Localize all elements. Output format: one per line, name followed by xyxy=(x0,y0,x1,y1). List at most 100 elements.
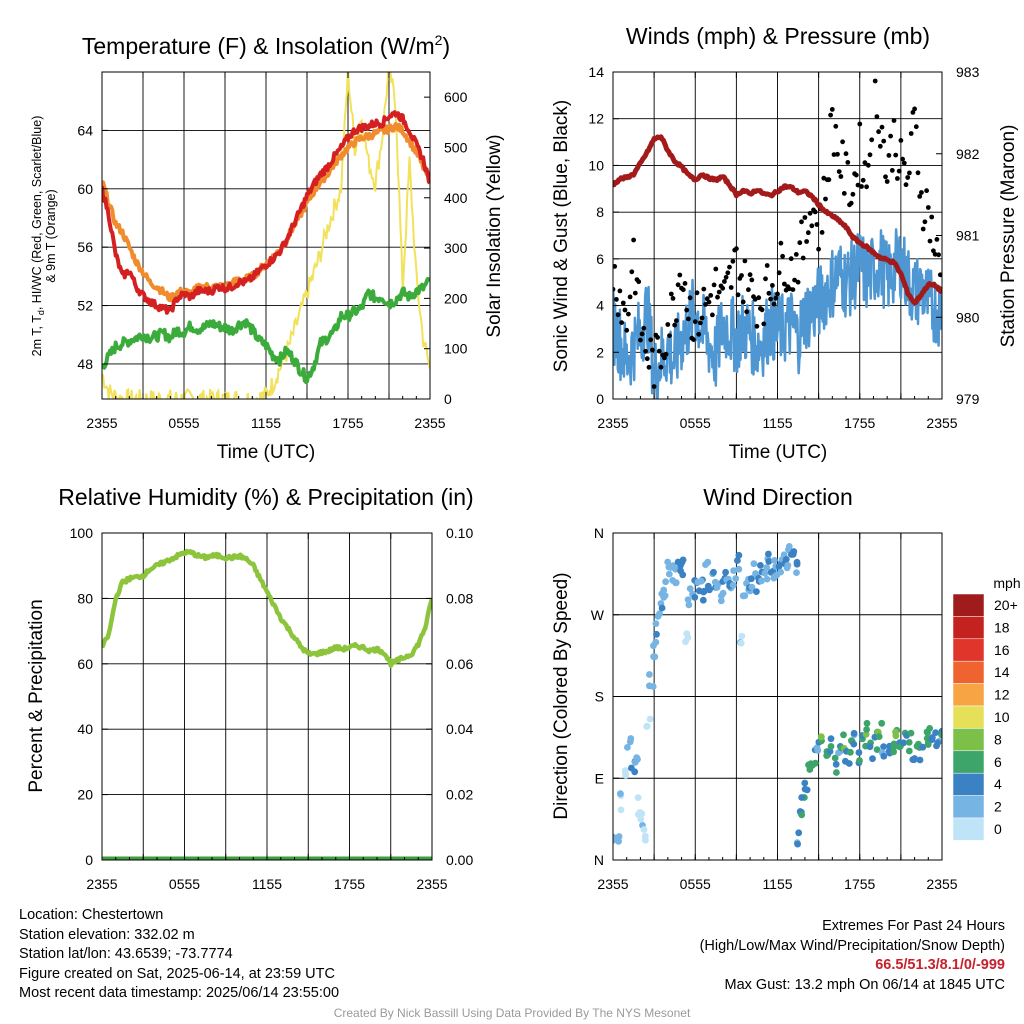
direction-point xyxy=(646,682,653,690)
legend-label: 10 xyxy=(994,709,1010,725)
gust-point xyxy=(703,302,708,307)
gust-point xyxy=(840,139,845,145)
y-tick-label: N xyxy=(594,525,604,541)
direction-point xyxy=(880,752,888,760)
legend-title: mph xyxy=(993,575,1020,591)
recent-data-text: Most recent data timestamp: 2025/06/14 2… xyxy=(19,985,340,1002)
y-tick-label: 100 xyxy=(70,525,94,541)
direction-point xyxy=(679,571,687,579)
gust-point xyxy=(884,179,890,184)
direction-panel: Wind Direction 2355 0555 1155 1755 2355 N E S W N… xyxy=(551,484,1021,892)
gust-point xyxy=(632,290,638,296)
direction-point xyxy=(748,583,756,591)
x-tick-label: 1755 xyxy=(334,876,365,892)
legend-label: 20+ xyxy=(994,597,1018,613)
direction-point xyxy=(801,785,809,793)
direction-point xyxy=(741,592,749,600)
legend-label: 2 xyxy=(994,799,1002,815)
temperature-panel: Temperature (F) & Insolation (W/m2) 2355… xyxy=(30,32,505,463)
gust-point xyxy=(670,296,676,301)
gust-point xyxy=(908,131,914,136)
x-tick-label: 2355 xyxy=(414,415,445,431)
gust-point xyxy=(776,270,782,276)
direction-point xyxy=(704,582,712,590)
gust-point xyxy=(763,276,768,282)
direction-point xyxy=(627,735,635,742)
extremes-title: Extremes For Past 24 Hours xyxy=(822,918,1005,934)
gust-point xyxy=(788,256,794,262)
direction-point xyxy=(735,565,743,573)
gust-point xyxy=(924,188,929,194)
x-tick-label: 2355 xyxy=(86,876,117,892)
y-right-tick-label: 0.06 xyxy=(446,656,473,672)
gust-point xyxy=(937,272,942,278)
y-right-tick-label: 100 xyxy=(444,341,468,357)
direction-point xyxy=(929,734,936,741)
legend-swatch xyxy=(952,772,985,796)
direction-point xyxy=(643,723,651,730)
x-tick-label: 2355 xyxy=(86,415,117,431)
direction-point xyxy=(617,806,625,814)
direction-point xyxy=(850,729,858,737)
speed-legend: mph 20+ 18 16 14 12 10 8 6 4 2 0 xyxy=(952,575,1021,841)
direction-point xyxy=(711,578,719,586)
gust-point xyxy=(802,215,808,220)
winds-right-label: Station Pressure (Maroon) xyxy=(998,125,1019,348)
direction-point xyxy=(900,739,907,747)
direction-point xyxy=(869,755,876,763)
direction-grid xyxy=(613,533,942,860)
y-tick-label: 8 xyxy=(596,204,604,220)
gust-point xyxy=(800,255,806,261)
gust-point xyxy=(706,299,712,305)
gust-point xyxy=(841,191,847,196)
y-right-tick-label: 983 xyxy=(956,64,980,80)
y-tick-label: 2 xyxy=(596,344,604,360)
gust-point xyxy=(662,355,667,361)
direction-point xyxy=(916,756,924,764)
humidity-left-label: Percent & Precipitation xyxy=(26,599,47,792)
direction-point xyxy=(691,593,699,601)
gust-point xyxy=(823,196,828,202)
direction-point xyxy=(752,570,759,577)
direction-point xyxy=(934,739,942,747)
gust-point xyxy=(816,246,821,252)
gust-point xyxy=(641,325,647,331)
gust-point xyxy=(694,290,700,296)
gust-point xyxy=(675,282,681,288)
gust-point xyxy=(814,222,820,227)
gust-point xyxy=(759,307,765,313)
x-tick-label: 1155 xyxy=(762,876,792,892)
gust-point xyxy=(864,184,869,190)
direction-point xyxy=(732,575,740,582)
gust-point xyxy=(716,289,722,295)
direction-point xyxy=(722,568,729,576)
gust-point xyxy=(613,264,618,269)
gust-point xyxy=(819,230,825,235)
legend-label: 14 xyxy=(994,664,1010,680)
direction-point xyxy=(650,653,657,661)
direction-point xyxy=(793,560,801,568)
gust-point xyxy=(917,194,923,199)
legend-label: 18 xyxy=(994,619,1010,635)
direction-point xyxy=(827,743,835,750)
direction-point xyxy=(750,560,758,568)
gust-point xyxy=(799,219,804,225)
gust-point xyxy=(874,114,880,119)
direction-point xyxy=(638,810,646,818)
y-tick-label: 64 xyxy=(77,122,93,138)
direction-point xyxy=(646,715,654,723)
humidity-panel: Relative Humidity (%) & Precipitation (i… xyxy=(26,484,474,892)
legend-swatch xyxy=(952,616,985,640)
x-tick-label: 1755 xyxy=(332,415,363,431)
gust-point xyxy=(809,223,815,229)
gust-point xyxy=(615,312,621,318)
winds-title: Winds (mph) & Pressure (mb) xyxy=(626,23,930,49)
gust-point xyxy=(668,291,674,297)
direction-point xyxy=(719,589,727,597)
gust-point xyxy=(684,307,690,313)
dewpoint-line xyxy=(102,277,430,384)
humidity-ticks: 2355 0555 1155 1755 2355 0 20 40 60 80 100 0.00 0.02… xyxy=(70,525,474,892)
legend-label: 16 xyxy=(994,642,1010,658)
gust-point xyxy=(835,151,840,157)
y-tick-label: E xyxy=(595,770,604,786)
